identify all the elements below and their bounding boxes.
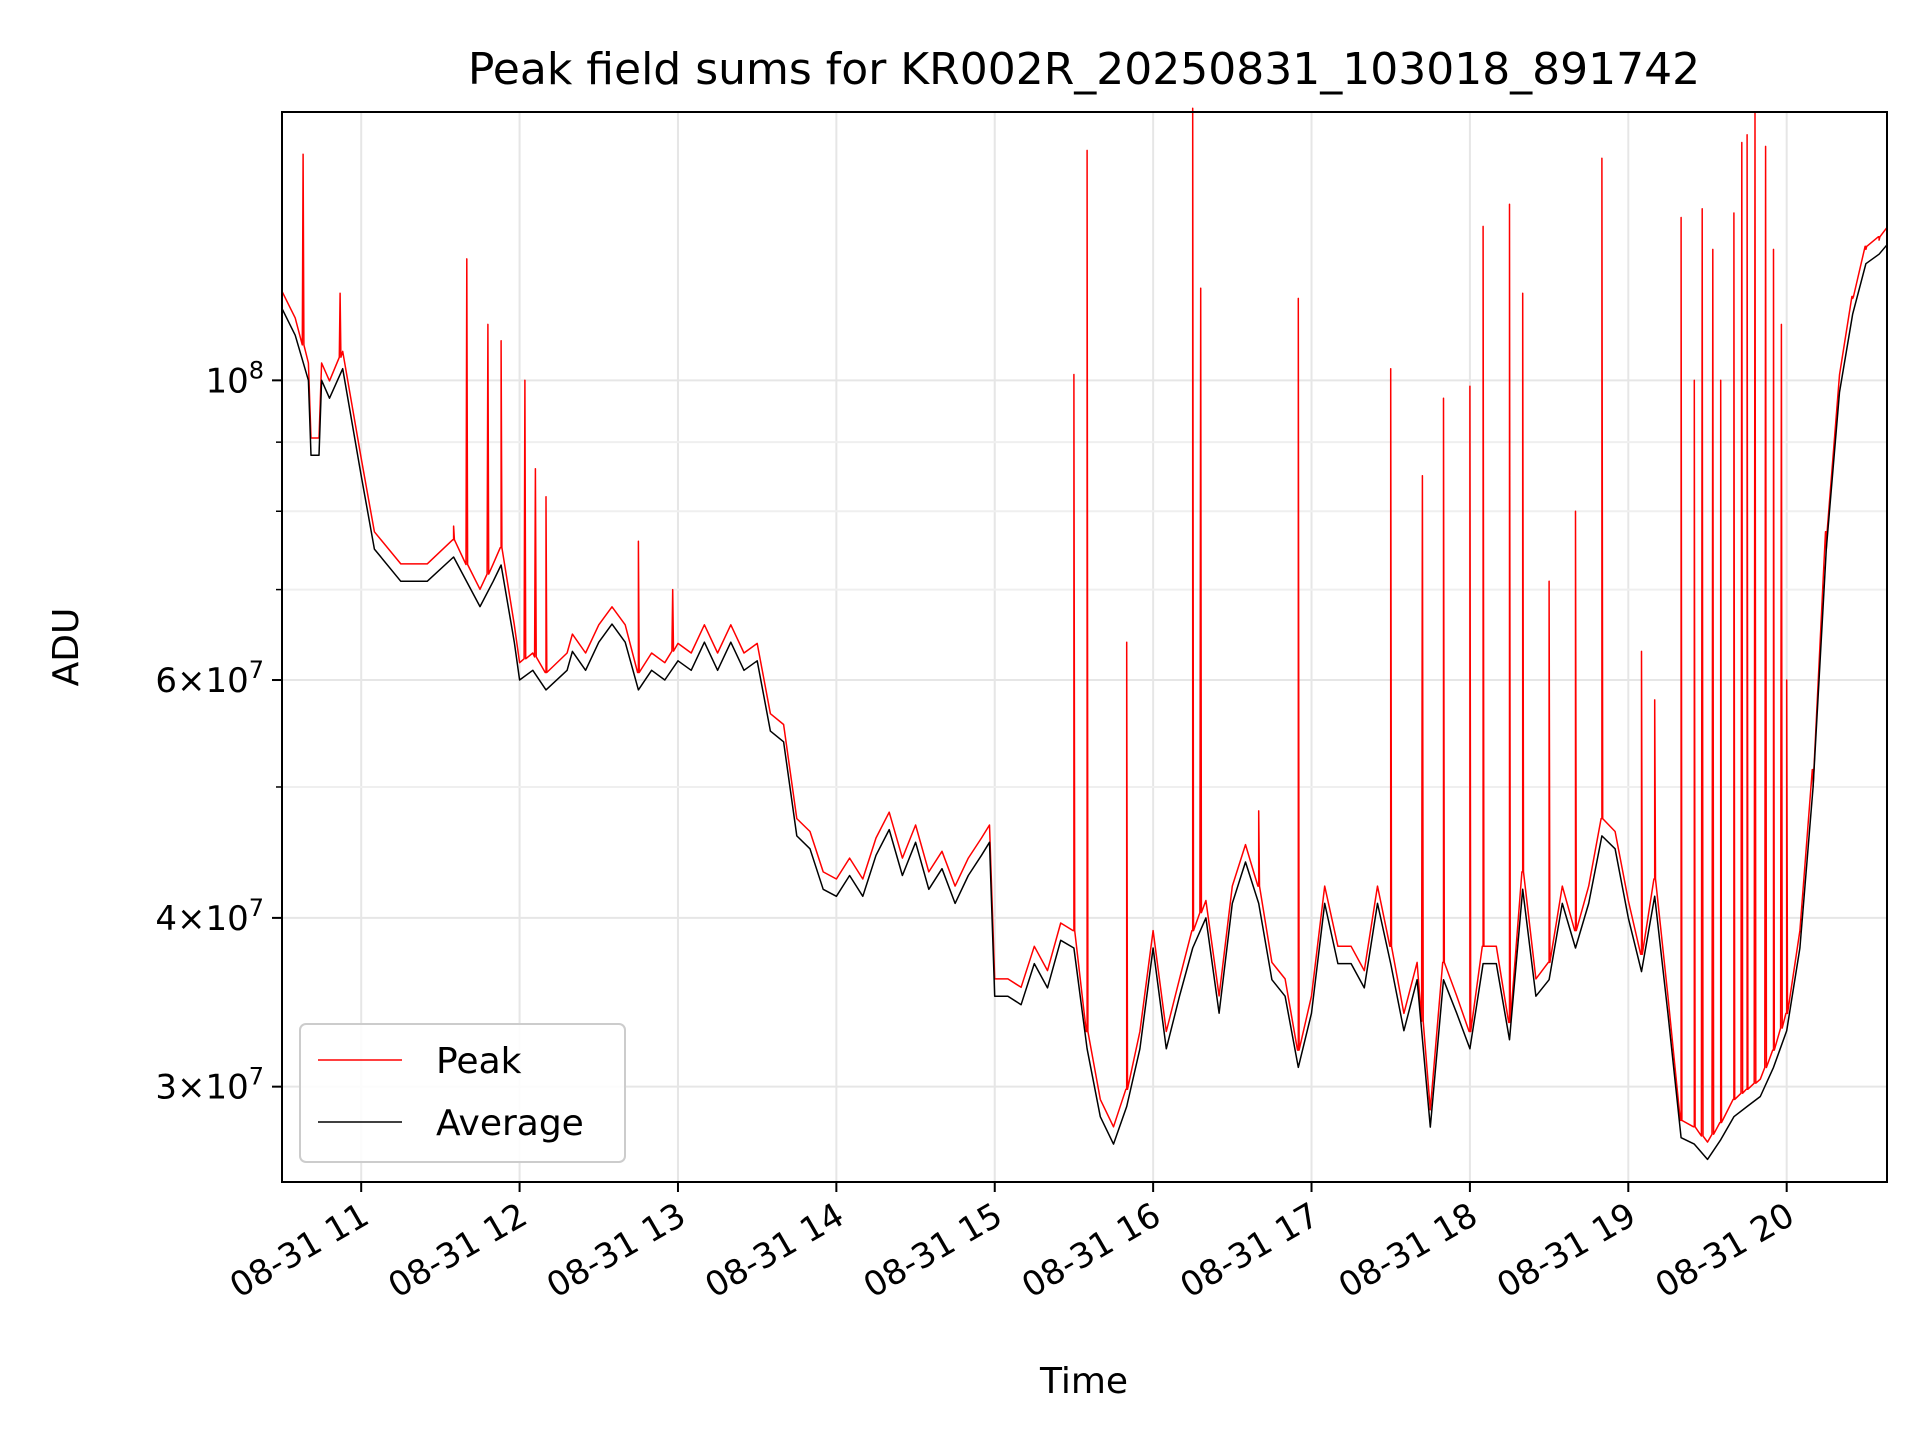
y-tick-label: 6×107 — [155, 656, 264, 701]
legend-peak-label: Peak — [436, 1041, 522, 1082]
grid — [282, 112, 1887, 1182]
y-axis: 3×107 4×107 6×107 108 — [155, 356, 282, 1108]
x-axis-label: Time — [1039, 1361, 1128, 1402]
series-line-average — [281, 244, 1888, 1161]
chart-title: Peak field sums for KR002R_20250831_1030… — [468, 44, 1700, 95]
legend: Peak Average — [299, 1023, 626, 1163]
plot-frame — [281, 111, 1888, 1183]
y-tick-label: 4×107 — [155, 894, 264, 939]
series-line-peak — [281, 107, 1888, 1143]
y-axis-label: ADU — [46, 608, 87, 687]
series-layer — [281, 107, 1888, 1161]
legend-average-label: Average — [436, 1103, 584, 1144]
y-tick-label: 108 — [205, 356, 264, 401]
legend-box — [299, 1023, 626, 1163]
y-tick-label: 3×107 — [155, 1063, 264, 1108]
